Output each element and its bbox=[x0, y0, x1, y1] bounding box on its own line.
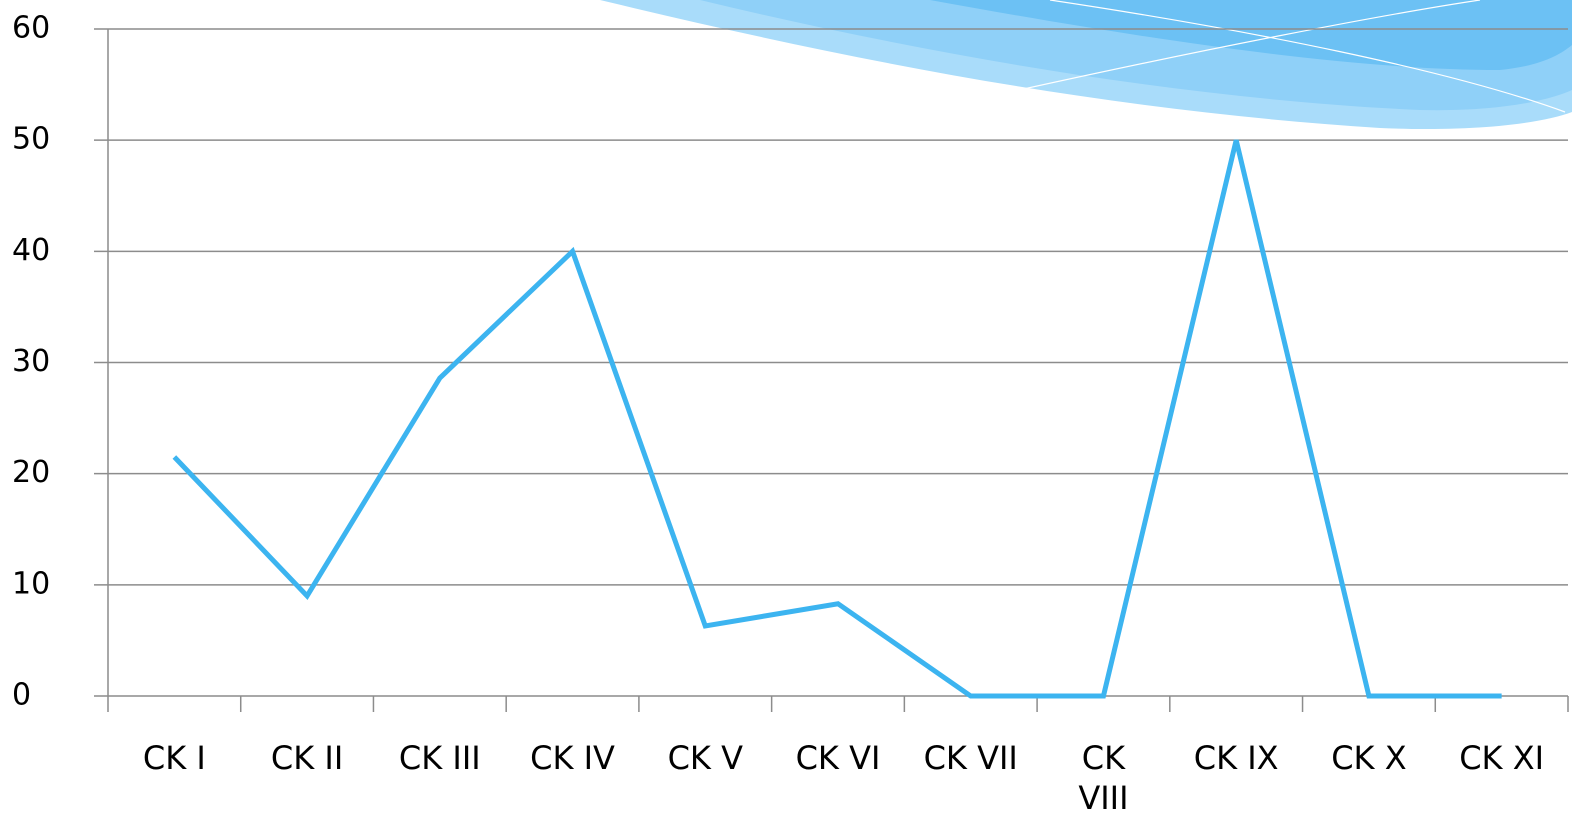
x-tick-label: CK VII bbox=[923, 739, 1018, 777]
data-line bbox=[172, 139, 1502, 699]
x-tick-label: CK VIII bbox=[1078, 739, 1129, 817]
y-tick-label: 0 bbox=[12, 678, 31, 713]
x-tick-label: CK X bbox=[1331, 739, 1407, 777]
x-tick-label: CK XI bbox=[1459, 739, 1545, 777]
decorative-swoosh bbox=[600, 0, 1572, 130]
x-tick-label: CK III bbox=[398, 739, 481, 777]
x-tick-label: CK VI bbox=[795, 739, 881, 777]
x-tick-label: CK IX bbox=[1193, 739, 1279, 777]
x-tick-label: CK IV bbox=[530, 739, 615, 777]
swoosh-dark bbox=[930, 0, 1572, 70]
x-tick-label: CK I bbox=[142, 739, 206, 777]
y-tick-label: 50 bbox=[12, 122, 50, 157]
y-tick-label: 40 bbox=[12, 233, 50, 268]
swoosh-line bbox=[1009, 0, 1481, 93]
y-tick-label: 10 bbox=[12, 566, 50, 601]
x-tick-label: CK II bbox=[270, 739, 344, 777]
swoosh-line bbox=[1049, 0, 1566, 113]
x-tick-label: CK V bbox=[667, 739, 743, 777]
y-tick-label: 30 bbox=[12, 344, 50, 379]
y-tick-label: 20 bbox=[12, 455, 50, 490]
y-tick-label: 60 bbox=[12, 11, 50, 46]
